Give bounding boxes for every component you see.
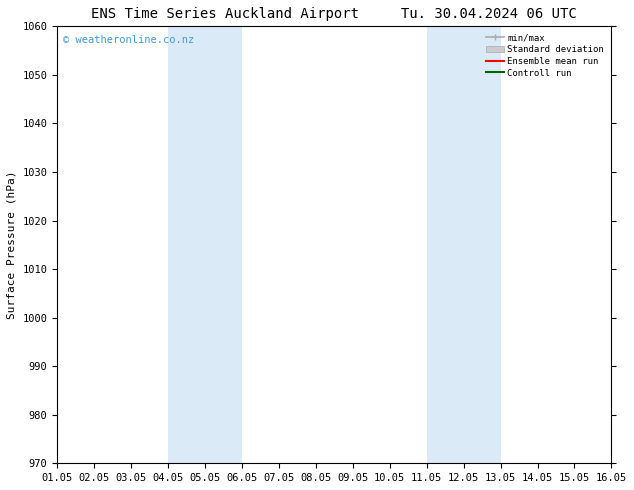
Text: © weatheronline.co.nz: © weatheronline.co.nz bbox=[63, 35, 194, 45]
Y-axis label: Surface Pressure (hPa): Surface Pressure (hPa) bbox=[7, 171, 17, 319]
Bar bbox=[427, 26, 501, 464]
Bar bbox=[168, 26, 242, 464]
Title: ENS Time Series Auckland Airport     Tu. 30.04.2024 06 UTC: ENS Time Series Auckland Airport Tu. 30.… bbox=[91, 7, 577, 21]
Legend: min/max, Standard deviation, Ensemble mean run, Controll run: min/max, Standard deviation, Ensemble me… bbox=[483, 31, 607, 80]
